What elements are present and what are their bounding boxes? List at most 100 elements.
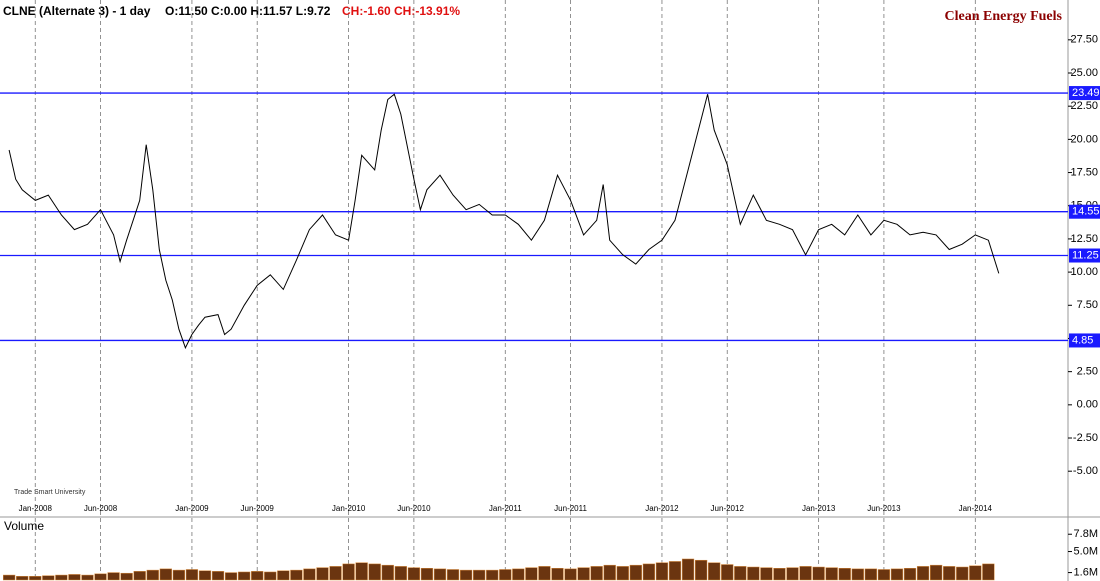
- volume-bar: [277, 570, 290, 581]
- x-tick-label: Jan-2011: [489, 504, 522, 513]
- level-label: 11.25: [1072, 249, 1099, 261]
- ohlc-text: O:11.50 C:0.00 H:11.57 L:9.72: [165, 4, 331, 18]
- volume-bar: [146, 569, 159, 581]
- volume-bar: [943, 566, 956, 581]
- volume-bar: [564, 568, 577, 581]
- volume-bar: [29, 576, 42, 581]
- y-tick-label: 17.50: [1070, 166, 1098, 178]
- x-tick-label: Jun-2012: [711, 504, 745, 513]
- volume-bar: [864, 568, 877, 581]
- volume-bar: [3, 574, 16, 581]
- x-tick-label: Jun-2009: [241, 504, 275, 513]
- volume-bar: [721, 564, 734, 581]
- y-tick-label: 20.00: [1070, 133, 1098, 145]
- volume-bar: [655, 562, 669, 581]
- y-tick-label: 7.8M: [1074, 528, 1098, 540]
- volume-title: Volume: [4, 519, 44, 533]
- x-tick-label: Jan-2009: [175, 504, 209, 513]
- y-tick-label: 25.00: [1070, 67, 1098, 79]
- y-tick-label: 22.50: [1070, 100, 1098, 112]
- chart-title: CLNE (Alternate 3) - 1 day: [3, 4, 151, 18]
- volume-bar: [81, 574, 94, 581]
- x-tick-label: Jan-2008: [19, 504, 53, 513]
- volume-bar: [94, 573, 107, 581]
- volume-bar: [812, 566, 825, 581]
- x-tick-label: Jan-2010: [332, 504, 366, 513]
- volume-bar: [629, 564, 642, 581]
- y-tick-label: 5.0M: [1074, 545, 1098, 557]
- y-tick-label: 1.6M: [1074, 566, 1098, 578]
- x-tick-label: Jun-2008: [84, 504, 118, 513]
- volume-bar: [642, 563, 656, 581]
- volume-bar: [956, 566, 969, 581]
- volume-bar: [668, 561, 682, 581]
- volume-bar: [486, 569, 499, 581]
- volume-bar: [355, 562, 368, 581]
- volume-bar: [238, 571, 251, 581]
- x-tick-label: Jun-2010: [397, 504, 431, 513]
- volume-bar: [538, 566, 551, 581]
- x-tick-label: Jan-2013: [802, 504, 836, 513]
- volume-bar: [172, 569, 185, 581]
- company-name: Clean Energy Fuels: [945, 9, 1063, 24]
- volume-bar: [303, 568, 316, 581]
- volume-bar: [420, 567, 434, 581]
- volume-bar: [577, 567, 590, 581]
- volume-bar: [773, 567, 786, 581]
- y-tick-label: 2.50: [1077, 366, 1098, 378]
- volume-bar: [224, 572, 238, 581]
- level-label-box: [1069, 248, 1100, 263]
- volume-bar: [877, 569, 891, 581]
- volume-bar: [930, 564, 943, 581]
- volume-bar: [851, 568, 864, 581]
- volume-bar: [342, 563, 355, 581]
- level-label: 23.49: [1072, 87, 1100, 99]
- level-label-box: [1069, 333, 1100, 348]
- volume-bar: [459, 569, 473, 581]
- volume-bar: [890, 568, 904, 581]
- x-tick-label: Jun-2013: [867, 504, 901, 513]
- x-tick-label: Jan-2012: [645, 504, 679, 513]
- level-label-box: [1069, 204, 1100, 219]
- volume-bar: [329, 566, 342, 581]
- volume-bar: [394, 566, 407, 581]
- volume-bar: [446, 569, 460, 581]
- volume-bar: [211, 571, 225, 581]
- volume-bar: [42, 575, 55, 581]
- volume-bar: [616, 566, 629, 581]
- y-tick-label: 12.50: [1070, 233, 1098, 245]
- volume-bar: [760, 567, 773, 581]
- volume-bar: [799, 566, 812, 581]
- volume-bar: [407, 567, 421, 581]
- price-line: [8, 93, 1000, 350]
- volume-bar: [55, 574, 68, 581]
- volume-bar: [185, 569, 199, 581]
- volume-bar: [251, 571, 264, 581]
- watermark: Trade Smart University: [14, 489, 86, 496]
- change-text: CH:-1.60 CH:-13.91%: [342, 4, 460, 18]
- y-tick-label: 10.00: [1070, 266, 1098, 278]
- volume-bar: [551, 567, 564, 581]
- volume-bar: [16, 576, 29, 581]
- volume-bar: [916, 566, 930, 581]
- volume-bar: [825, 567, 838, 581]
- volume-bar: [681, 558, 695, 581]
- volume-bar: [264, 571, 277, 581]
- volume-bar: [368, 563, 381, 581]
- volume-bar: [708, 562, 721, 581]
- volume-bar: [499, 569, 512, 581]
- volume-bar: [473, 569, 486, 581]
- volume-bar: [747, 566, 760, 581]
- level-label: 4.85: [1072, 334, 1093, 346]
- volume-bar: [982, 563, 995, 581]
- volume-bar: [786, 567, 799, 581]
- volume-bar: [290, 569, 303, 581]
- level-label: 14.55: [1072, 206, 1100, 218]
- y-tick-label: -5.00: [1073, 465, 1098, 477]
- volume-bar: [107, 572, 120, 581]
- volume-bar: [969, 565, 982, 581]
- level-label-box: [1069, 86, 1100, 101]
